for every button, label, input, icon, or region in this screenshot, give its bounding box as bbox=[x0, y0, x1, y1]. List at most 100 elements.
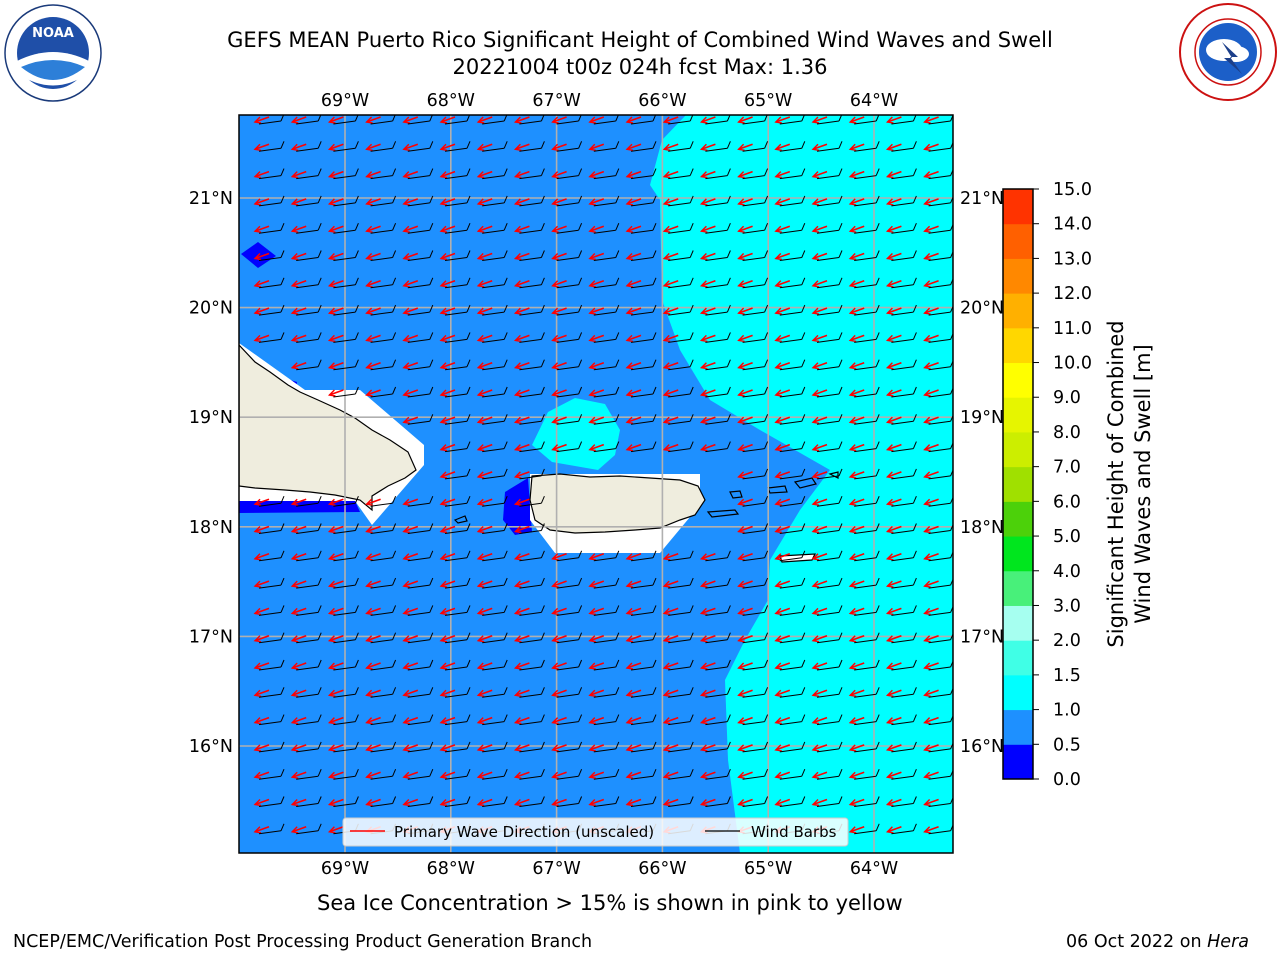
wind-barb-feather bbox=[503, 168, 508, 176]
wind-barb bbox=[854, 803, 877, 807]
wave-arrow-head bbox=[513, 389, 522, 397]
colorbar-tick-label: 13.0 bbox=[1053, 249, 1092, 269]
wave-arrow-head bbox=[848, 253, 857, 261]
lat-label-right: 21°N bbox=[960, 189, 1004, 209]
wind-barb bbox=[258, 257, 282, 261]
wave-arrow-head bbox=[774, 717, 782, 725]
wind-barb bbox=[779, 175, 802, 180]
wave-arrow bbox=[440, 143, 456, 151]
wave-arrow-head bbox=[848, 389, 857, 397]
island-mona bbox=[453, 515, 468, 524]
wind-barb bbox=[928, 830, 951, 835]
wave-arrow-head bbox=[402, 280, 410, 288]
wave-arrow-head bbox=[513, 362, 522, 370]
wind-barb-feather bbox=[392, 577, 397, 586]
wave-arrow bbox=[291, 280, 307, 287]
wind-barb bbox=[630, 311, 654, 316]
wave-arrow-head bbox=[885, 334, 894, 343]
wave-arrow bbox=[403, 252, 419, 260]
wave-arrow-head bbox=[476, 553, 485, 561]
wind-barb-feather bbox=[764, 632, 769, 640]
wave-arrow-head bbox=[625, 334, 634, 343]
wave-arrow-head bbox=[551, 553, 559, 561]
wave-arrow bbox=[738, 361, 753, 369]
wind-barb-feather bbox=[950, 414, 953, 422]
wave-arrow bbox=[924, 580, 939, 587]
lon-label-top: 66°W bbox=[638, 91, 686, 111]
wind-barb-feather bbox=[503, 523, 508, 531]
wave-arrow-head bbox=[811, 280, 820, 288]
wind-barb-feather bbox=[615, 605, 620, 613]
wave-arrow bbox=[254, 307, 270, 314]
wave-arrow bbox=[887, 716, 902, 724]
wave-arrow bbox=[254, 143, 270, 151]
wind-barb bbox=[370, 666, 393, 671]
wind-barb-feather bbox=[950, 687, 953, 695]
wave-arrow-head bbox=[327, 635, 336, 643]
wave-arrow-head bbox=[290, 662, 299, 670]
wave-arrow bbox=[552, 771, 567, 778]
wind-barb bbox=[891, 666, 914, 671]
wave-arrow bbox=[291, 826, 307, 833]
wind-barb-feather bbox=[466, 687, 471, 695]
wave-arrow bbox=[515, 580, 530, 587]
wind-barb bbox=[705, 175, 728, 180]
wave-arrow-head bbox=[402, 307, 410, 315]
wind-barb-feather bbox=[950, 769, 953, 777]
wind-barb-feather bbox=[764, 359, 769, 367]
lat-label-left: 19°N bbox=[189, 408, 233, 428]
wave-arrow bbox=[812, 607, 828, 615]
wave-arrow bbox=[477, 771, 493, 778]
wave-arrow bbox=[701, 170, 716, 178]
wind-barb-feather bbox=[950, 196, 953, 204]
wind-barb-feather bbox=[578, 577, 583, 586]
wind-barb bbox=[519, 448, 542, 453]
wave-arrow-head bbox=[365, 662, 373, 670]
wind-barb-feather bbox=[950, 742, 953, 750]
wind-barb-feather bbox=[912, 359, 917, 367]
wave-arrow-head bbox=[588, 334, 596, 343]
wind-barb bbox=[333, 775, 356, 780]
wave-arrow-head bbox=[253, 826, 262, 834]
wind-barb-feather bbox=[429, 769, 434, 777]
wind-barb bbox=[705, 393, 728, 398]
wave-arrow bbox=[626, 198, 642, 205]
wind-barb-feather bbox=[615, 359, 620, 367]
wave-arrow bbox=[291, 798, 307, 806]
wind-barb-feather bbox=[503, 250, 508, 258]
wind-barb-feather bbox=[317, 687, 322, 695]
wind-barb-feather bbox=[354, 223, 359, 231]
wave-arrow bbox=[887, 443, 902, 451]
wave-arrow-head bbox=[551, 280, 559, 288]
wave-arrow-head bbox=[476, 799, 485, 807]
wind-barb-feather bbox=[950, 387, 953, 395]
wind-barb-feather bbox=[764, 250, 769, 258]
wave-arrow-head bbox=[439, 526, 448, 534]
wind-barb-feather bbox=[280, 823, 285, 831]
wind-barb-feather bbox=[652, 386, 657, 395]
wave-arrow-head bbox=[923, 225, 931, 233]
wind-barb bbox=[742, 611, 765, 616]
wave-arrow bbox=[738, 252, 753, 260]
wave-arrow-head bbox=[290, 826, 299, 834]
wave-arrow bbox=[366, 553, 381, 560]
wind-barb-feather bbox=[503, 769, 508, 777]
wind-barb-feather bbox=[317, 195, 322, 204]
wind-barb bbox=[816, 420, 840, 425]
wave-arrow-head bbox=[885, 389, 894, 397]
wave-arrow bbox=[701, 334, 716, 342]
wind-barb-feather bbox=[615, 687, 620, 695]
wind-barb bbox=[854, 775, 877, 780]
wind-barb bbox=[593, 748, 616, 753]
wind-barb bbox=[333, 639, 356, 644]
wave-arrow-head bbox=[439, 744, 448, 752]
wind-barb bbox=[742, 721, 765, 726]
wave-arrow-head bbox=[848, 553, 857, 561]
wave-arrow bbox=[254, 580, 270, 587]
wind-barb-feather bbox=[875, 441, 880, 449]
wave-arrow bbox=[626, 252, 642, 260]
wind-barb bbox=[258, 530, 282, 534]
wave-arrow bbox=[775, 307, 791, 314]
wind-barb bbox=[928, 257, 951, 261]
wind-barb-feather bbox=[392, 277, 397, 285]
